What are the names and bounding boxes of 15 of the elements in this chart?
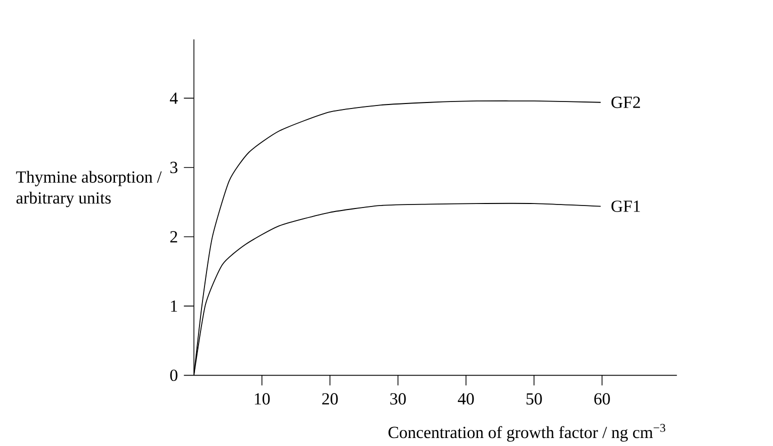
y-tick-label: 1 (171, 300, 178, 312)
x-tick-label: 10 (254, 393, 270, 405)
x-axis-title: Concentration of growth factor / ng cm$^{−3}$ (388, 424, 666, 442)
series-label: GF1 (611, 200, 640, 212)
y-tick-label: 4 (170, 92, 178, 104)
y-tick-label: 3 (170, 162, 178, 174)
series-label: GF2 (611, 96, 640, 108)
x-tick-label: 50 (526, 393, 542, 405)
y-tick-label: 0 (170, 370, 178, 382)
x-tick-label: 30 (390, 393, 406, 405)
x-tick-label: 60 (594, 393, 610, 405)
y-axis-title: Thymine absorption / arbitrary units (16, 170, 162, 208)
y-tick-label: 2 (170, 231, 178, 242)
x-tick-label: 40 (458, 393, 474, 405)
x-tick-label: 20 (322, 393, 338, 405)
